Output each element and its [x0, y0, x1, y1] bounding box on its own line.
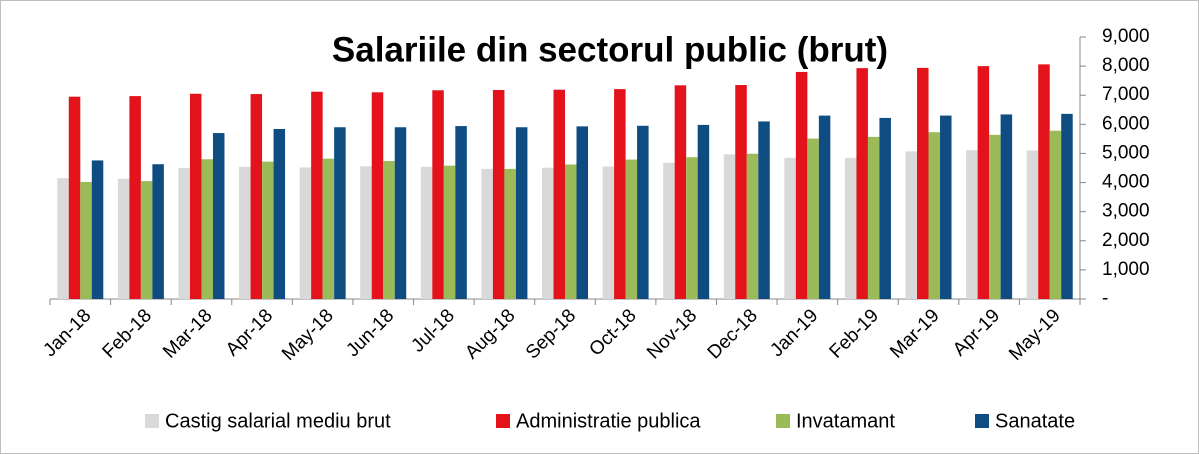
y-tick-label: 2,000 — [1102, 230, 1150, 251]
bar — [1000, 114, 1013, 300]
bar — [189, 93, 202, 300]
bar — [625, 159, 638, 299]
y-tick-label: 5,000 — [1102, 142, 1150, 163]
bar — [542, 167, 554, 299]
bar — [879, 117, 891, 299]
bar — [383, 161, 395, 299]
bar — [917, 67, 929, 299]
bar — [129, 96, 141, 300]
bar — [360, 166, 372, 299]
bar — [928, 132, 941, 299]
bar — [553, 89, 565, 300]
bar — [565, 164, 577, 299]
legend-label: Administratie publica — [516, 410, 701, 432]
bar — [576, 126, 588, 299]
bar — [250, 94, 263, 300]
bar — [178, 168, 190, 299]
bar — [91, 160, 104, 299]
bar — [989, 134, 1001, 299]
legend-swatch — [975, 414, 989, 428]
bar — [273, 128, 286, 299]
legend-swatch — [145, 414, 159, 428]
bar — [322, 158, 335, 299]
bar — [140, 181, 153, 299]
bar — [940, 115, 952, 299]
bar — [117, 178, 130, 299]
y-tick-label: 7,000 — [1102, 84, 1150, 105]
bar — [394, 127, 407, 299]
bar — [299, 167, 312, 299]
bar — [844, 157, 857, 299]
bar — [68, 96, 81, 299]
bar — [856, 68, 868, 299]
bar — [481, 168, 493, 299]
bar — [57, 178, 69, 299]
bar — [432, 90, 444, 299]
legend-label: Castig salarial mediu brut — [165, 410, 391, 432]
bar — [697, 124, 710, 299]
bar — [1026, 150, 1039, 299]
bar — [637, 125, 649, 300]
bar — [977, 66, 990, 299]
bar — [152, 164, 164, 299]
legend-label: Sanatate — [995, 410, 1075, 432]
bar — [758, 121, 770, 299]
y-tick-label: 1,000 — [1102, 259, 1150, 280]
legend-swatch — [776, 414, 790, 428]
bar — [239, 166, 251, 299]
bar — [504, 168, 516, 299]
bar — [262, 161, 274, 299]
bar — [674, 85, 687, 299]
bar — [602, 166, 615, 299]
bar — [443, 165, 456, 299]
bar — [80, 181, 92, 299]
bar — [515, 127, 528, 299]
y-tick-label: 4,000 — [1102, 172, 1150, 193]
y-tick-label: 9,000 — [1102, 26, 1150, 47]
chart-title: Salariile din sectorul public (brut) — [332, 30, 888, 69]
bar — [807, 138, 819, 299]
bar — [614, 89, 626, 299]
bar — [492, 89, 505, 299]
bar — [1061, 113, 1073, 299]
bar — [663, 162, 675, 299]
y-tick-label: - — [1102, 288, 1108, 309]
y-tick-label: 8,000 — [1102, 55, 1150, 76]
bar — [784, 157, 796, 299]
bar — [1038, 64, 1050, 299]
bar — [795, 71, 808, 299]
bar — [420, 166, 433, 299]
bar — [818, 115, 831, 299]
bar — [966, 150, 978, 299]
bar — [746, 153, 759, 299]
bar — [735, 85, 747, 300]
bar — [867, 136, 880, 299]
bar — [455, 126, 467, 299]
bar — [905, 151, 918, 299]
y-tick-label: 6,000 — [1102, 113, 1150, 134]
bar — [334, 127, 346, 299]
bar — [212, 133, 225, 299]
bar — [311, 91, 323, 300]
bar — [371, 92, 384, 299]
bar — [1049, 130, 1062, 299]
bar — [686, 157, 698, 299]
y-tick-label: 3,000 — [1102, 201, 1150, 222]
legend-label: Invatamant — [796, 410, 895, 432]
bar — [723, 154, 736, 299]
bar — [201, 159, 213, 299]
legend-swatch — [496, 414, 510, 428]
